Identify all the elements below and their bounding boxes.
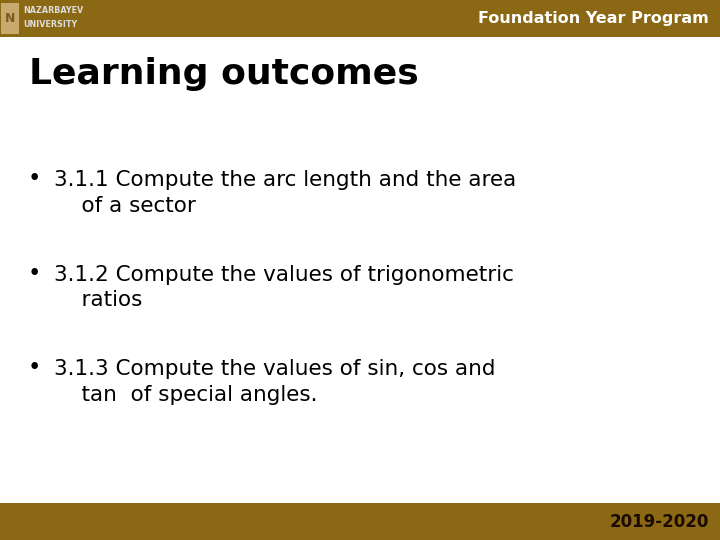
- Text: UNIVERSITY: UNIVERSITY: [23, 21, 77, 29]
- Text: 3.1.3 Compute the values of sin, cos and
    tan  of special angles.: 3.1.3 Compute the values of sin, cos and…: [54, 359, 495, 404]
- Text: NAZARBAYEV: NAZARBAYEV: [23, 6, 84, 15]
- Text: Learning outcomes: Learning outcomes: [29, 57, 418, 91]
- Text: 3.1.2 Compute the values of trigonometric
    ratios: 3.1.2 Compute the values of trigonometri…: [54, 265, 514, 310]
- Bar: [0, 503, 720, 540]
- Text: •: •: [27, 262, 41, 285]
- Text: Foundation Year Program: Foundation Year Program: [479, 11, 709, 26]
- Text: N: N: [5, 12, 16, 25]
- Text: 3.1.1 Compute the arc length and the area
    of a sector: 3.1.1 Compute the arc length and the are…: [54, 170, 516, 215]
- Text: •: •: [27, 356, 41, 380]
- Bar: [0, 0, 720, 37]
- Text: 2019-2020: 2019-2020: [610, 512, 709, 531]
- Bar: [1, 3, 19, 34]
- Text: •: •: [27, 167, 41, 191]
